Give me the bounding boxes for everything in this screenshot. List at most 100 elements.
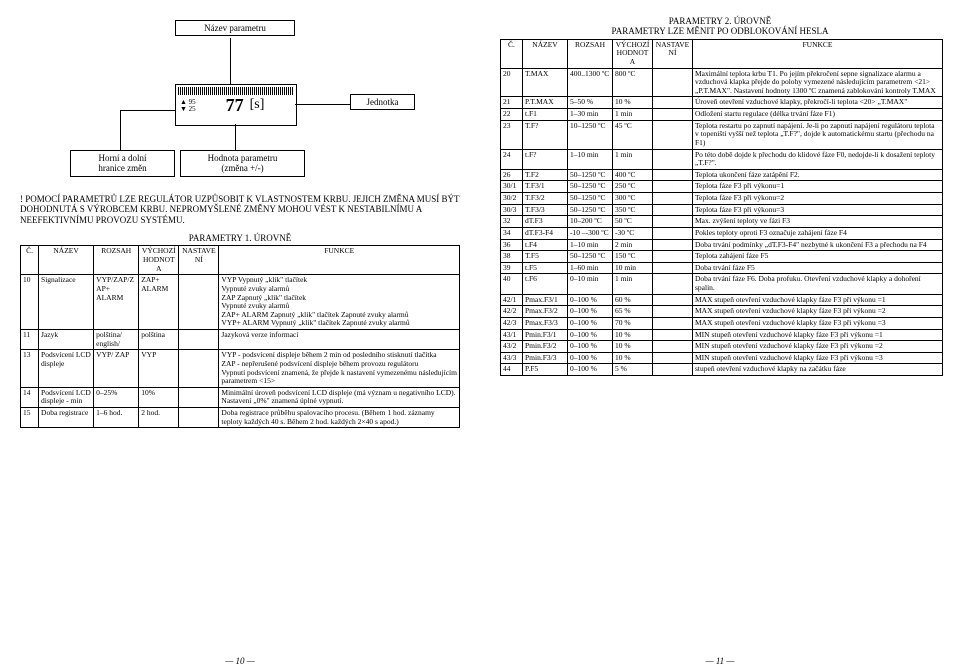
- lcd-arrows: ▲ 95▼ 25: [180, 99, 196, 113]
- table-row: 21P.T.MAX5–50 %10 %Úroveň otevření vzduc…: [501, 97, 943, 109]
- table-cell: Doba trvání fáze F6. Doba profuku. Otevř…: [693, 274, 943, 294]
- table-cell: Odložení startu regulace (délka trvání f…: [693, 109, 943, 121]
- table2-head-row: Č. NÁZEV ROZSAH VÝCHOZÍ HODNOTA NASTAVEN…: [501, 39, 943, 68]
- table-cell: [179, 275, 219, 330]
- table-cell: 2 min: [613, 239, 653, 251]
- table-cell: [179, 330, 219, 350]
- table-cell: Teplota zahájení fáze F5: [693, 251, 943, 263]
- table-level1: Č. NÁZEV ROZSAH VÝCHOZÍ HODNOTA NASTAVEN…: [20, 245, 460, 428]
- table-cell: [653, 352, 693, 364]
- table-cell: 1 min: [613, 149, 653, 169]
- table-row: 10SignalizaceVYP/ZAP/ZAP+ ALARMZAP+ ALAR…: [21, 275, 460, 330]
- table-cell: 23: [501, 120, 523, 149]
- table-cell: [653, 169, 693, 181]
- table-cell: 43/1: [501, 329, 523, 341]
- table-row: 40t.F60–10 min1 minDoba trvání fáze F6. …: [501, 274, 943, 294]
- table-cell: Pmin.F3/1: [523, 329, 568, 341]
- table-cell: Teplota ukončení fáze zatápění F2.: [693, 169, 943, 181]
- table-cell: [653, 262, 693, 274]
- table-cell: -10 –-300 ºC: [568, 227, 613, 239]
- table-cell: 300 ºC: [613, 193, 653, 205]
- table-cell: dT.F3: [523, 216, 568, 228]
- table-cell: 250 ºC: [613, 181, 653, 193]
- table-cell: 34: [501, 227, 523, 239]
- table-cell: VYP/ZAP/ZAP+ ALARM: [94, 275, 139, 330]
- th: Č.: [21, 246, 39, 275]
- table-cell: Teplota fáze F3 při výkonu=2: [693, 193, 943, 205]
- table-cell: 1 min: [613, 274, 653, 294]
- page-spread: Název parametru ▲ 95▼ 25 77 [s] Jednotka…: [0, 0, 960, 672]
- table-cell: t.F1: [523, 109, 568, 121]
- table-cell: Doba registrace průběhu spalovacího proc…: [219, 408, 460, 428]
- table1-title: PARAMETRY 1. ÚROVNĚ: [20, 233, 460, 243]
- table-cell: [179, 387, 219, 407]
- table-cell: 1–6 hod.: [94, 408, 139, 428]
- table-cell: Signalizace: [39, 275, 94, 330]
- table-cell: 44: [501, 364, 523, 376]
- diagram-line: [295, 104, 350, 105]
- table-cell: 30/3: [501, 204, 523, 216]
- table-cell: Teplota fáze F3 při výkonu=1: [693, 181, 943, 193]
- table-row: 36t.F41–10 min2 minDoba trvání podmínky …: [501, 239, 943, 251]
- th: VÝCHOZÍ HODNOTA: [139, 246, 179, 275]
- table-cell: stupeň otevření vzduchové klapky na začá…: [693, 364, 943, 376]
- table-cell: [653, 193, 693, 205]
- table-row: 24t.F?1–10 min1 minPo této době dojde k …: [501, 149, 943, 169]
- table1-head-row: Č. NÁZEV ROZSAH VÝCHOZÍ HODNOTA NASTAVEN…: [21, 246, 460, 275]
- table-cell: 0–25%: [94, 387, 139, 407]
- table-cell: [653, 294, 693, 306]
- table-cell: Pmax.F3/2: [523, 306, 568, 318]
- table-row: 32dT.F310–200 ºC50 ºCMax. zvýšení teplot…: [501, 216, 943, 228]
- table-cell: T.F3/1: [523, 181, 568, 193]
- table-cell: [653, 68, 693, 97]
- table-cell: Jazyk: [39, 330, 94, 350]
- table-cell: 14: [21, 387, 39, 407]
- table-cell: [179, 408, 219, 428]
- table-cell: Pokles teploty oproti F3 označuje zaháje…: [693, 227, 943, 239]
- table-cell: 38: [501, 251, 523, 263]
- table-row: 23T.F?10–1250 ºC45 ºCTeplota restartu po…: [501, 120, 943, 149]
- table-cell: Úroveň otevření vzduchové klapky, překro…: [693, 97, 943, 109]
- table-row: 13Podsvícení LCD displejeVYP/ ZAPVYPVYP …: [21, 350, 460, 388]
- table-cell: [653, 329, 693, 341]
- table-cell: T.F5: [523, 251, 568, 263]
- table-cell: 15: [21, 408, 39, 428]
- table-cell: 50–1250 ºC: [568, 204, 613, 216]
- table-cell: 70 %: [613, 317, 653, 329]
- table-cell: MIN stupeň otevření vzduchové klapky fáz…: [693, 329, 943, 341]
- table-cell: 36: [501, 239, 523, 251]
- table-cell: 10 %: [613, 341, 653, 353]
- table-cell: Podsvícení LCD displeje: [39, 350, 94, 388]
- table-cell: Doba trvání fáze F5: [693, 262, 943, 274]
- table-cell: 42/2: [501, 306, 523, 318]
- label-unit: Jednotka: [350, 94, 415, 110]
- table-cell: 32: [501, 216, 523, 228]
- table-row: 38T.F550–1250 ºC150 ºCTeplota zahájení f…: [501, 251, 943, 263]
- label-param-name: Název parametru: [175, 20, 295, 36]
- table-cell: 65 %: [613, 306, 653, 318]
- table-row: 22t.F11–30 min1 minOdložení startu regul…: [501, 109, 943, 121]
- table-cell: 1–30 min: [568, 109, 613, 121]
- table-cell: [653, 274, 693, 294]
- table-cell: Pmax.F3/1: [523, 294, 568, 306]
- table-cell: Minimální úroveň podsvícení LCD displeje…: [219, 387, 460, 407]
- th: NÁZEV: [523, 39, 568, 68]
- table-row: 15Doba registrace1–6 hod.2 hod.Doba regi…: [21, 408, 460, 428]
- table-cell: 43/3: [501, 352, 523, 364]
- page-number-right: — 11 —: [480, 656, 960, 666]
- table-cell: [653, 120, 693, 149]
- table-cell: 10 %: [613, 329, 653, 341]
- diagram-line: [120, 110, 175, 111]
- table-cell: 10 min: [613, 262, 653, 274]
- table-cell: 1–10 min: [568, 149, 613, 169]
- table-cell: VYP/ ZAP: [94, 350, 139, 388]
- table-cell: [653, 306, 693, 318]
- table-cell: Doba trvání podmínky „dT.F3-F4" nezbytné…: [693, 239, 943, 251]
- table-row: 43/1Pmin.F3/10–100 %10 %MIN stupeň otevř…: [501, 329, 943, 341]
- table-cell: T.MAX: [523, 68, 568, 97]
- table-cell: [653, 109, 693, 121]
- table-cell: 10%: [139, 387, 179, 407]
- table-cell: 10–1250 ºC: [568, 120, 613, 149]
- table-cell: 45 ºC: [613, 120, 653, 149]
- table-cell: 50–1250 ºC: [568, 169, 613, 181]
